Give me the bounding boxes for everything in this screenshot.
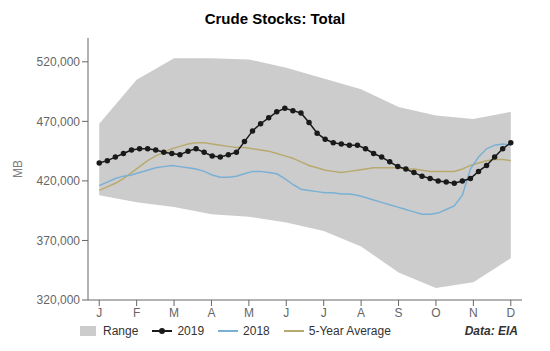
svg-text:M: M (169, 306, 179, 320)
html-text:Data: EIA: Data: EIA (464, 324, 518, 338)
html-text:Crude Stocks: Total: Crude Stocks: Total (204, 10, 346, 27)
svg-text:J: J (321, 306, 327, 320)
svg-text:J: J (96, 306, 102, 320)
svg-text:O: O (431, 306, 440, 320)
html-text:Range: Range (103, 324, 139, 338)
svg-text:A: A (207, 306, 215, 320)
svg-text:420,000: 420,000 (37, 174, 81, 188)
svg-text:S: S (395, 306, 403, 320)
svg-text:MB: MB (11, 160, 25, 178)
svg-text:D: D (506, 306, 515, 320)
svg-text:N: N (469, 306, 478, 320)
svg-text:M: M (244, 306, 254, 320)
html-text:2018: 2018 (243, 324, 270, 338)
svg-text:470,000: 470,000 (37, 115, 81, 129)
html-text:2019: 2019 (177, 324, 205, 338)
svg-text:320,000: 320,000 (37, 293, 81, 307)
html-text:5-Year Average: 5-Year Average (308, 324, 391, 338)
svg-text:F: F (133, 306, 140, 320)
svg-text:A: A (357, 306, 365, 320)
svg-text:370,000: 370,000 (37, 234, 81, 248)
svg-text:J: J (283, 306, 289, 320)
svg-text:520,000: 520,000 (37, 55, 81, 69)
